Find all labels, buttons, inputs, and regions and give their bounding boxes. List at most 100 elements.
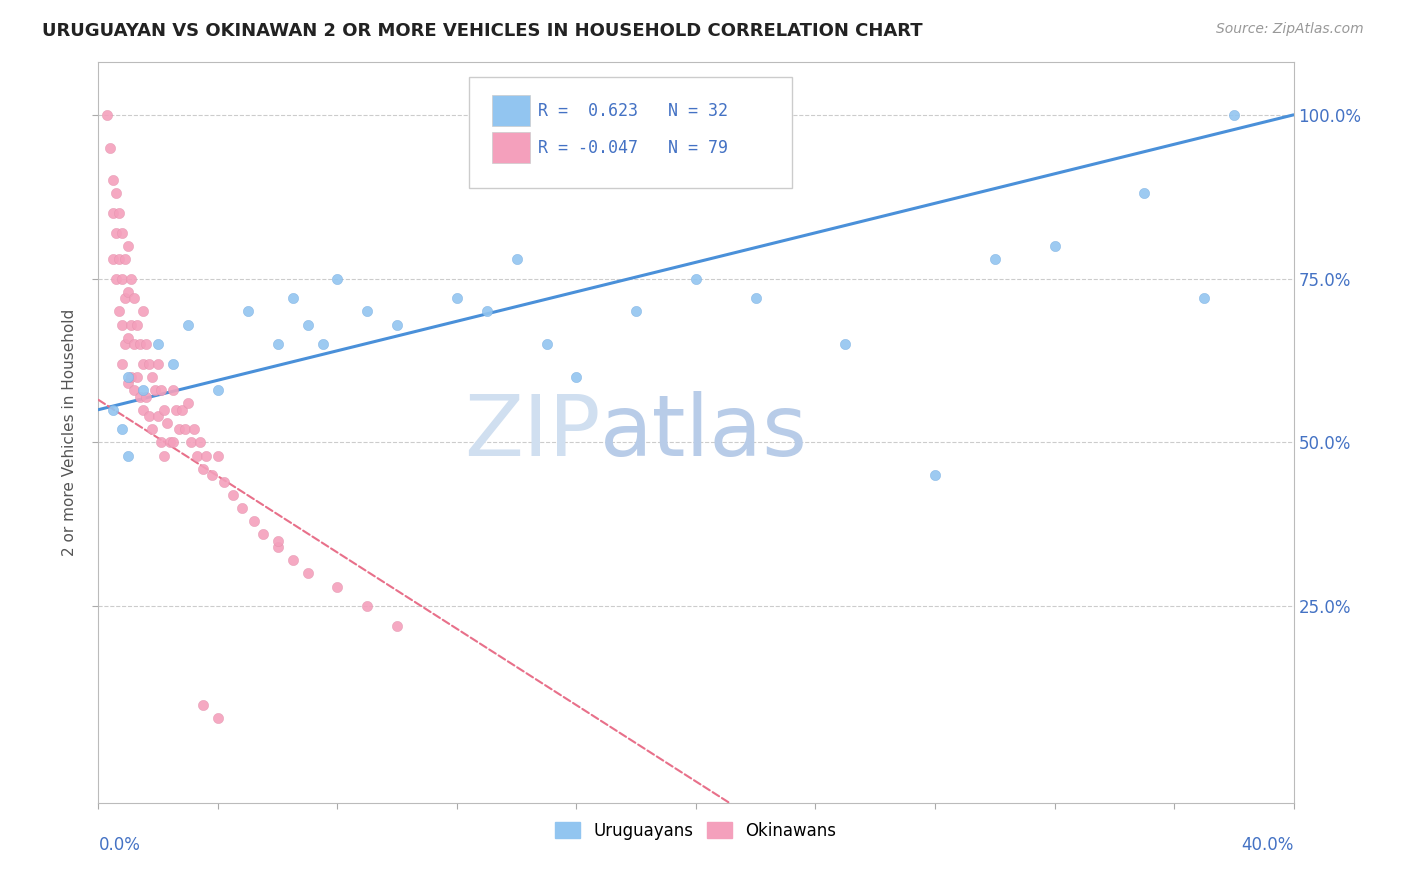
Point	[195, 449, 218, 463]
Point	[103, 206, 125, 220]
Point	[111, 318, 134, 332]
Point	[120, 271, 142, 285]
Point	[745, 291, 768, 305]
Point	[124, 291, 146, 305]
Point	[177, 318, 200, 332]
Point	[201, 468, 224, 483]
Point	[98, 140, 122, 154]
Point	[162, 435, 184, 450]
Point	[834, 337, 856, 351]
Point	[506, 252, 529, 266]
Point	[236, 304, 259, 318]
Point	[536, 337, 558, 351]
FancyBboxPatch shape	[492, 95, 530, 126]
Point	[174, 422, 197, 436]
Point	[120, 318, 142, 332]
Point	[148, 357, 170, 371]
Point	[96, 108, 118, 122]
Point	[252, 527, 274, 541]
Point	[103, 173, 125, 187]
Point	[105, 226, 128, 240]
Point	[117, 285, 139, 299]
Point	[108, 304, 131, 318]
Point	[191, 461, 214, 475]
Point	[685, 271, 707, 285]
Point	[172, 402, 194, 417]
Point	[297, 318, 319, 332]
Point	[165, 402, 187, 417]
Point	[114, 337, 136, 351]
Point	[162, 357, 184, 371]
Point	[446, 291, 468, 305]
Point	[626, 304, 648, 318]
Text: Source: ZipAtlas.com: Source: ZipAtlas.com	[1216, 22, 1364, 37]
Point	[132, 402, 155, 417]
Point	[117, 330, 139, 344]
Point	[132, 357, 155, 371]
Point	[297, 566, 319, 581]
Point	[159, 435, 181, 450]
Point	[124, 383, 146, 397]
Point	[1223, 108, 1246, 122]
Point	[141, 370, 163, 384]
Point	[143, 383, 166, 397]
Point	[150, 383, 173, 397]
Point	[1043, 239, 1066, 253]
Point	[356, 599, 378, 614]
Point	[105, 271, 128, 285]
Point	[127, 370, 149, 384]
Point	[117, 370, 139, 384]
Point	[103, 402, 125, 417]
Text: URUGUAYAN VS OKINAWAN 2 OR MORE VEHICLES IN HOUSEHOLD CORRELATION CHART: URUGUAYAN VS OKINAWAN 2 OR MORE VEHICLES…	[42, 22, 922, 40]
Point	[153, 449, 176, 463]
Point	[111, 357, 134, 371]
Point	[129, 390, 152, 404]
Text: 0.0%: 0.0%	[98, 836, 141, 855]
Point	[475, 304, 498, 318]
Point	[191, 698, 214, 712]
Point	[267, 533, 290, 548]
Point	[148, 409, 170, 424]
Point	[153, 402, 176, 417]
Point	[105, 186, 128, 201]
Point	[311, 337, 333, 351]
Text: R =  0.623   N = 32: R = 0.623 N = 32	[538, 102, 728, 120]
Point	[326, 580, 349, 594]
Point	[108, 252, 131, 266]
Point	[135, 390, 157, 404]
Y-axis label: 2 or more Vehicles in Household: 2 or more Vehicles in Household	[62, 309, 77, 557]
Point	[177, 396, 200, 410]
FancyBboxPatch shape	[470, 78, 792, 188]
Point	[120, 370, 142, 384]
Point	[111, 422, 134, 436]
Legend: Uruguayans, Okinawans: Uruguayans, Okinawans	[548, 815, 844, 847]
Point	[111, 226, 134, 240]
Point	[385, 619, 409, 633]
Point	[267, 541, 290, 555]
Point	[212, 475, 235, 489]
Point	[114, 252, 136, 266]
Point	[117, 376, 139, 391]
Point	[103, 252, 125, 266]
Point	[924, 468, 946, 483]
Point	[565, 370, 588, 384]
Point	[114, 291, 136, 305]
Point	[150, 435, 173, 450]
Point	[124, 337, 146, 351]
Point	[138, 357, 160, 371]
Point	[132, 304, 155, 318]
Point	[1192, 291, 1215, 305]
Point	[984, 252, 1007, 266]
Point	[281, 553, 304, 567]
Point	[231, 500, 253, 515]
Point	[186, 449, 208, 463]
Point	[207, 449, 229, 463]
Text: R = -0.047   N = 79: R = -0.047 N = 79	[538, 138, 728, 157]
Point	[117, 239, 139, 253]
Text: 40.0%: 40.0%	[1241, 836, 1294, 855]
FancyBboxPatch shape	[492, 132, 530, 163]
Point	[141, 422, 163, 436]
Point	[132, 383, 155, 397]
Point	[127, 318, 149, 332]
Point	[188, 435, 211, 450]
